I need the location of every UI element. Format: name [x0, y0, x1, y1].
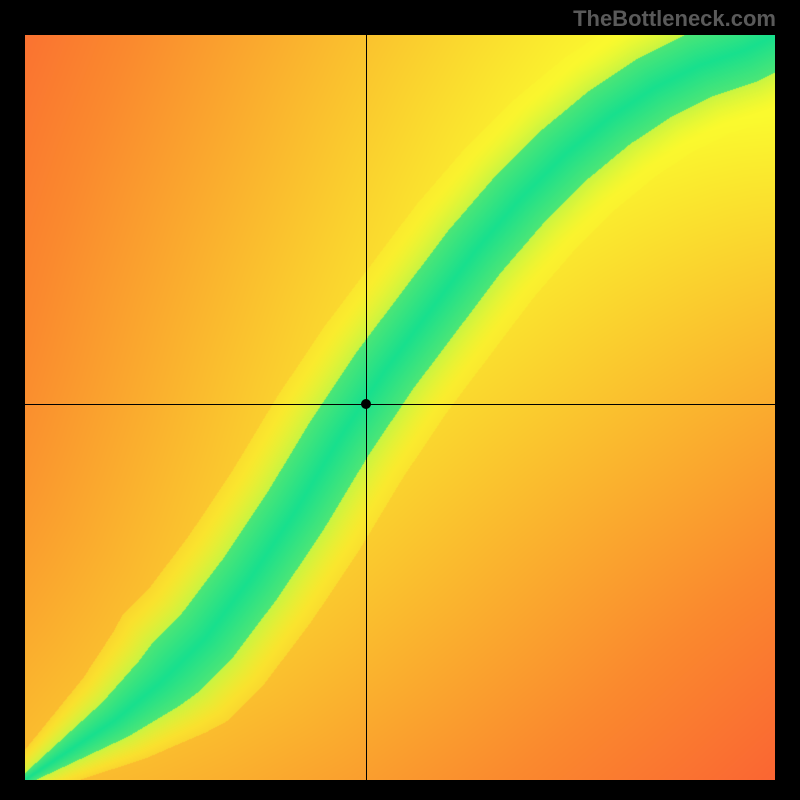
heatmap-canvas [25, 35, 775, 780]
data-point-marker [361, 399, 371, 409]
chart-container: TheBottleneck.com [0, 0, 800, 800]
plot-area [25, 35, 775, 780]
crosshair-horizontal [25, 404, 775, 405]
watermark-text: TheBottleneck.com [573, 6, 776, 32]
